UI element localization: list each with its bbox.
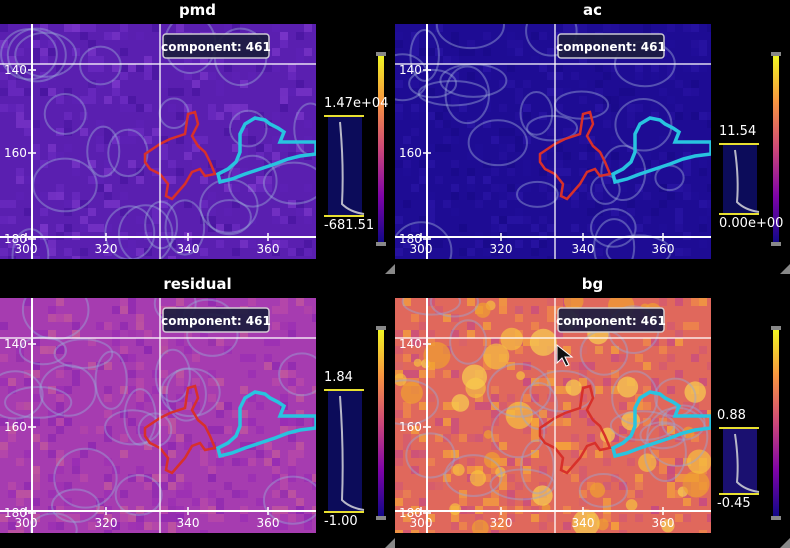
histogram-lut-widget[interactable]: [715, 24, 790, 259]
image-view-bg[interactable]: 300 320 340 360 140 160 180 component: 461: [395, 298, 711, 533]
panel-title: residual: [163, 275, 232, 293]
image-view-pmd[interactable]: 300 320 340 360 140 160 180 component: 461: [0, 24, 316, 259]
level-max-label: 0.88: [717, 408, 746, 423]
x-tick-label: 340: [572, 516, 595, 530]
panel-pmd: pmd 300 320 340 360 140 160 180 component: 461 1.…: [0, 0, 395, 274]
x-tick-label: 340: [572, 242, 595, 256]
y-tick-label: 180: [4, 232, 27, 246]
x-tick-label: 320: [490, 242, 513, 256]
level-min-label: 0.00e+00: [719, 216, 784, 231]
component-label: component: 461: [556, 314, 666, 328]
level-min-label: -681.51: [324, 218, 375, 233]
x-tick-label: 360: [257, 242, 280, 256]
colormap-gradient[interactable]: [773, 328, 779, 518]
panel-title: bg: [581, 275, 604, 293]
y-tick-label: 160: [4, 146, 27, 160]
x-tick-label: 360: [257, 516, 280, 530]
y-tick-label: 160: [399, 420, 422, 434]
y-tick-label: 180: [399, 232, 422, 246]
level-max-label: 1.47e+04: [324, 96, 389, 111]
colormap-gradient[interactable]: [773, 54, 779, 244]
resize-handle[interactable]: [385, 538, 395, 548]
histogram-lut-widget[interactable]: [320, 298, 395, 533]
x-tick-label: 320: [490, 516, 513, 530]
resize-handle[interactable]: [385, 264, 395, 274]
x-tick-label: 340: [177, 242, 200, 256]
x-tick-label: 360: [652, 516, 675, 530]
y-tick-label: 140: [399, 337, 422, 351]
component-label: component: 461: [161, 314, 271, 328]
panel-ac: ac 300 320 340 360 140 160 180 component: 461 11.…: [395, 0, 790, 274]
level-max-label: 1.84: [324, 370, 353, 385]
y-tick-label: 140: [399, 63, 422, 77]
resize-handle[interactable]: [780, 264, 790, 274]
x-tick-label: 300: [15, 516, 38, 530]
y-tick-label: 160: [4, 420, 27, 434]
histogram-lut-widget[interactable]: [320, 24, 395, 259]
y-tick-label: 180: [4, 506, 27, 520]
resize-handle[interactable]: [780, 538, 790, 548]
panel-title: pmd: [178, 1, 217, 19]
level-max-label: 11.54: [719, 124, 757, 139]
colormap-gradient[interactable]: [378, 54, 384, 244]
level-min-label: -0.45: [717, 496, 751, 511]
image-view-ac[interactable]: 300 320 340 360 140 160 180 component: 461: [395, 24, 711, 259]
x-tick-label: 320: [95, 242, 118, 256]
component-label: component: 461: [556, 40, 666, 54]
x-tick-label: 300: [410, 516, 433, 530]
panel-title: ac: [582, 1, 602, 19]
level-min-label: -1.00: [324, 514, 358, 529]
x-tick-label: 340: [177, 516, 200, 530]
y-tick-label: 160: [399, 146, 422, 160]
y-tick-label: 140: [4, 63, 27, 77]
mouse-cursor-icon: [556, 343, 574, 367]
component-label: component: 461: [161, 40, 271, 54]
panel-bg: bg 300 320 340 360 140 160 180 component: 461 0.8…: [395, 274, 790, 548]
x-tick-label: 320: [95, 516, 118, 530]
x-tick-label: 360: [652, 242, 675, 256]
x-tick-label: 300: [15, 242, 38, 256]
image-view-residual[interactable]: 300 320 340 360 140 160 180 component: 461: [0, 298, 316, 533]
y-tick-label: 140: [4, 337, 27, 351]
colormap-gradient[interactable]: [378, 328, 384, 518]
y-tick-label: 180: [399, 506, 422, 520]
x-tick-label: 300: [410, 242, 433, 256]
histogram-lut-widget[interactable]: [715, 298, 790, 533]
panel-residual: residual 300 320 340 360 140 160 180 component: …: [0, 274, 395, 548]
